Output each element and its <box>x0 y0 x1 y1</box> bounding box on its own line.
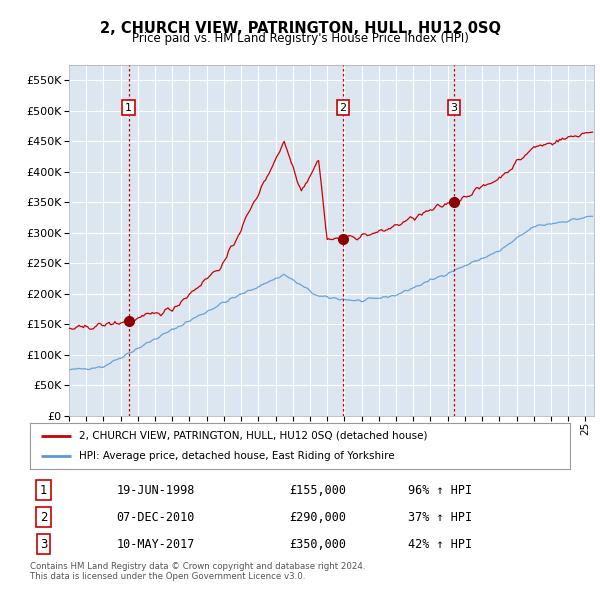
Text: 1: 1 <box>40 484 47 497</box>
Text: 19-JUN-1998: 19-JUN-1998 <box>116 484 195 497</box>
Text: 42% ↑ HPI: 42% ↑ HPI <box>408 537 472 550</box>
Text: 1: 1 <box>125 103 132 113</box>
Text: 96% ↑ HPI: 96% ↑ HPI <box>408 484 472 497</box>
Text: Contains HM Land Registry data © Crown copyright and database right 2024.: Contains HM Land Registry data © Crown c… <box>30 562 365 571</box>
Text: 2, CHURCH VIEW, PATRINGTON, HULL, HU12 0SQ: 2, CHURCH VIEW, PATRINGTON, HULL, HU12 0… <box>100 21 500 35</box>
Text: 2: 2 <box>40 510 47 523</box>
Text: 2, CHURCH VIEW, PATRINGTON, HULL, HU12 0SQ (detached house): 2, CHURCH VIEW, PATRINGTON, HULL, HU12 0… <box>79 431 427 441</box>
Text: £290,000: £290,000 <box>289 510 346 523</box>
Text: £350,000: £350,000 <box>289 537 346 550</box>
Text: HPI: Average price, detached house, East Riding of Yorkshire: HPI: Average price, detached house, East… <box>79 451 394 461</box>
Text: £155,000: £155,000 <box>289 484 346 497</box>
Text: 3: 3 <box>40 537 47 550</box>
Text: 10-MAY-2017: 10-MAY-2017 <box>116 537 195 550</box>
Text: 37% ↑ HPI: 37% ↑ HPI <box>408 510 472 523</box>
Text: This data is licensed under the Open Government Licence v3.0.: This data is licensed under the Open Gov… <box>30 572 305 581</box>
Text: 2: 2 <box>340 103 347 113</box>
Text: Price paid vs. HM Land Registry's House Price Index (HPI): Price paid vs. HM Land Registry's House … <box>131 32 469 45</box>
Text: 3: 3 <box>451 103 457 113</box>
Text: 07-DEC-2010: 07-DEC-2010 <box>116 510 195 523</box>
